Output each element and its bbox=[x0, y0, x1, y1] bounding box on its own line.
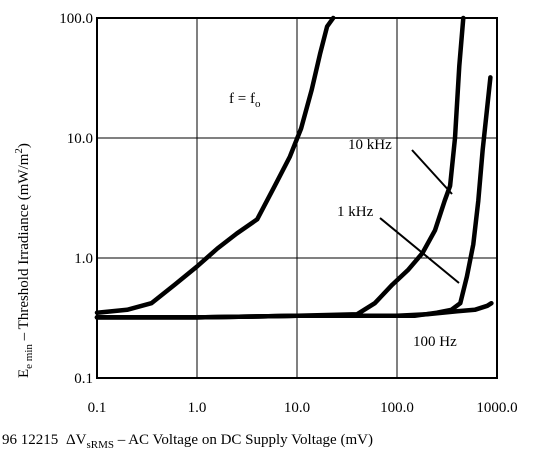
series-100hz bbox=[94, 300, 494, 320]
annotation-1khz: 1 kHz bbox=[337, 204, 374, 220]
x-tick-label: 1.0 bbox=[188, 400, 207, 416]
y-tick-label: 10.0 bbox=[67, 131, 93, 147]
x-tick-label: 100.0 bbox=[380, 400, 414, 416]
series-10khz bbox=[94, 15, 466, 320]
series-group bbox=[94, 15, 494, 320]
y-tick-label: 0.1 bbox=[74, 371, 93, 387]
x-tick-label: 1000.0 bbox=[476, 400, 517, 416]
y-tick-label: 100.0 bbox=[59, 11, 93, 27]
annotation-f-fo: f = fo bbox=[229, 91, 261, 110]
annotation-100hz: 100 Hz bbox=[413, 334, 457, 350]
tick-labels: 0.1 1.0 10.0 100.0 1000.0 0.1 1.0 10.0 100.0 bbox=[59, 11, 517, 416]
grid bbox=[97, 18, 497, 378]
leader-1khz bbox=[379, 217, 460, 284]
series-1khz bbox=[94, 75, 493, 320]
x-axis-label: ΔVsRMS – AC Voltage on DC Supply Voltage… bbox=[66, 432, 373, 451]
y-tick-label: 1.0 bbox=[74, 251, 93, 267]
series-f-fo bbox=[94, 15, 336, 315]
x-tick-label: 0.1 bbox=[88, 400, 107, 416]
figure-id: 96 12215 bbox=[2, 432, 58, 448]
y-axis-label: Ee min – Threshold Irradiance (mW/m2) bbox=[13, 143, 35, 378]
plot-frame bbox=[96, 17, 498, 379]
x-tick-label: 10.0 bbox=[284, 400, 310, 416]
annotation-10khz: 10 kHz bbox=[348, 137, 392, 153]
leader-10khz bbox=[411, 149, 453, 195]
annotation-leaders bbox=[379, 149, 460, 284]
